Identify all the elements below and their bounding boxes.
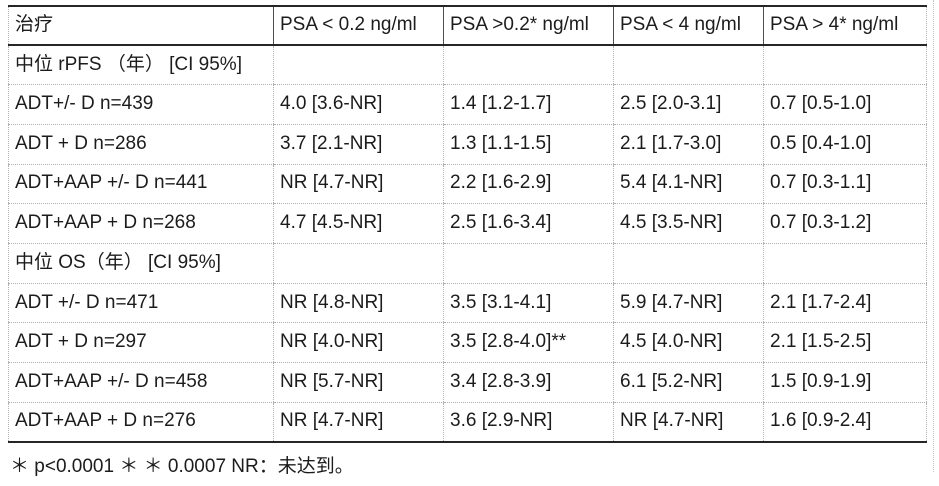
psa-outcomes-table: 治疗 PSA < 0.2 ng/ml PSA >0.2* ng/ml PSA <… (8, 5, 927, 443)
value-cell: 0.5 [0.4-1.0] (763, 124, 927, 165)
value-cell: 6.1 [5.2-NR] (613, 362, 764, 403)
treatment-data-row: ADT + D n=286 3.7 [2.1-NR] 1.3 [1.1-1.5] 2.… (8, 124, 927, 165)
value-cell: 1.6 [0.9-2.4] (763, 402, 927, 442)
value-cell: 5.4 [4.1-NR] (613, 164, 764, 205)
empty-cell (613, 243, 764, 284)
value-cell: 3.4 [2.8-3.9] (443, 362, 614, 403)
col-header-psa-gt-4: PSA > 4* ng/ml (763, 6, 927, 46)
value-cell: NR [4.7-NR] (613, 402, 764, 442)
footnote-text: ＊ p<0.0001 ＊ ＊ 0.0007 NR：未达到。 (10, 456, 354, 477)
treatment-label-cell: ADT+AAP +/- D n=458 (8, 362, 274, 403)
value-cell: 0.7 [0.5-1.0] (763, 84, 927, 125)
treatment-label-cell: ADT+AAP + D n=276 (15, 410, 196, 432)
col-header-treatment: 治疗 (8, 6, 274, 46)
value-cell: NR [5.7-NR] (273, 362, 444, 403)
value-cell: 3.5 [3.1-4.1] (443, 283, 614, 324)
empty-cell (443, 243, 614, 284)
empty-cell (763, 243, 927, 284)
value-cell: 1.3 [1.1-1.5] (443, 124, 614, 165)
treatment-label-cell: ADT+/- D n=439 (8, 84, 274, 125)
treatment-label-cell: ADT+AAP +/- D n=441 (8, 164, 274, 205)
value-cell: 4.0 [3.6-NR] (273, 84, 444, 125)
treatment-label-cell: ADT + D n=297 (8, 322, 274, 363)
empty-cell (613, 45, 764, 86)
value-cell: 5.9 [4.7-NR] (613, 283, 764, 324)
treatment-data-row: ADT+AAP +/- D n=441 NR [4.7-NR] 2.2 [1.6-2… (8, 164, 927, 205)
empty-cell (273, 243, 444, 284)
value-cell: 2.1 [1.7-2.4] (763, 283, 927, 324)
treatment-data-row: ADT +/- D n=471 NR [4.8-NR] 3.5 [3.1-4.1] 5… (8, 283, 927, 324)
treatment-data-row: ADT+/- D n=439 4.0 [3.6-NR] 1.4 [1.2-1.7] 2… (8, 84, 927, 125)
treatment-data-row: ADT+AAP +/- D n=458 NR [5.7-NR] 3.4 [2.8-3… (8, 362, 927, 403)
section-label-cell: 中位 OS（年） [CI 95%] (8, 243, 274, 284)
section-row: 中位 OS（年） [CI 95%] (8, 243, 927, 284)
value-cell: 3.6 [2.9-NR] (443, 402, 614, 442)
value-cell: 4.5 [4.0-NR] (613, 322, 764, 363)
value-cell: 2.5 [1.6-3.4] (443, 203, 614, 244)
table-body: 中位 rPFS （年） [CI 95%] ADT+/- D n=439 4.0 [3… (8, 45, 927, 442)
empty-cell (273, 45, 444, 86)
col-header-psa-lt-4: PSA < 4 ng/ml (613, 6, 764, 46)
value-cell: NR [4.7-NR] (273, 164, 444, 205)
value-cell: 4.7 [4.5-NR] (273, 203, 444, 244)
empty-cell (763, 45, 927, 86)
value-cell: NR [4.8-NR] (273, 283, 444, 324)
treatment-data-row: ADT + D n=297 NR [4.0-NR] 3.5 [2.8-4.0]** 4… (8, 322, 927, 363)
treatment-label-cell: ADT+AAP + D n=268 (8, 203, 274, 244)
value-cell: 1.4 [1.2-1.7] (443, 84, 614, 125)
value-cell: NR [4.7-NR] (273, 402, 444, 442)
section-row: 中位 rPFS （年） [CI 95%] (8, 45, 927, 86)
value-cell: 2.1 [1.5-2.5] (763, 322, 927, 363)
value-cell: 4.5 [3.5-NR] (613, 203, 764, 244)
header-row: 治疗 PSA < 0.2 ng/ml PSA >0.2* ng/ml PSA <… (8, 6, 927, 46)
value-cell: NR [4.0-NR] (273, 322, 444, 363)
value-cell: 1.5 [0.9-1.9] (763, 362, 927, 403)
value-cell: 0.7 [0.3-1.2] (763, 203, 927, 244)
treatment-label-cell: ADT + D n=286 (8, 124, 274, 165)
value-cell: 3.5 [2.8-4.0]** (443, 322, 614, 363)
col-header-psa-gt-0-2: PSA >0.2* ng/ml (443, 6, 614, 46)
value-cell: 0.7 [0.3-1.1] (763, 164, 927, 205)
right-margin-dotted-line (933, 0, 934, 472)
treatment-data-row: ADT+AAP + D n=268 4.7 [4.5-NR] 2.5 [1.6-3.… (8, 203, 927, 244)
value-cell: 2.1 [1.7-3.0] (613, 124, 764, 165)
value-cell: 3.7 [2.1-NR] (273, 124, 444, 165)
section-label-cell: 中位 rPFS （年） [CI 95%] (8, 45, 274, 86)
col-header-psa-lt-0-2: PSA < 0.2 ng/ml (273, 6, 444, 46)
value-cell: 2.2 [1.6-2.9] (443, 164, 614, 205)
empty-cell (443, 45, 614, 86)
value-cell: 2.5 [2.0-3.1] (613, 84, 764, 125)
treatment-label-cell: ADT +/- D n=471 (8, 283, 274, 324)
treatment-data-row: ADT+AAP + D n=276 NR [4.7-NR] 3.6 [2.9-NR]… (9, 402, 927, 442)
